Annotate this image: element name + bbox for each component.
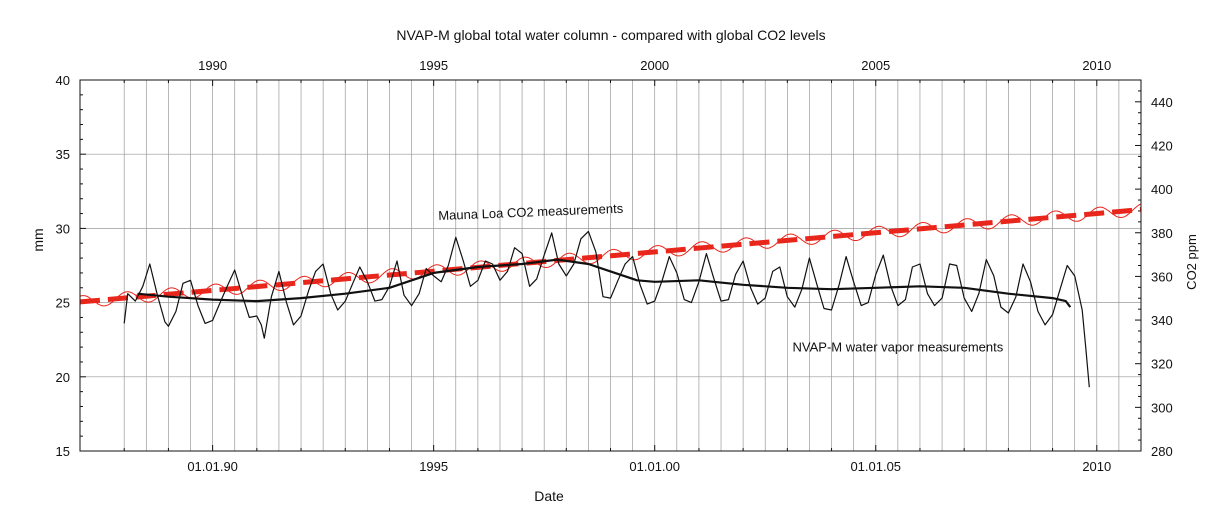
series-lines: [80, 203, 1141, 388]
x-tick-label-bottom: 2010: [1082, 459, 1111, 474]
x-tick-label-top: 1995: [419, 58, 448, 73]
y-tick-label-right: 420: [1151, 138, 1173, 153]
y-tick-label-right: 400: [1151, 182, 1173, 197]
y-axis-label-right: CO2 ppm: [1184, 234, 1199, 290]
y-axis-label-left: mm: [30, 228, 46, 251]
y-tick-label-right: 360: [1151, 269, 1173, 284]
y-tick-label-left: 35: [56, 147, 70, 162]
y-tick-label-right: 340: [1151, 313, 1173, 328]
y-tick-label-right: 440: [1151, 95, 1173, 110]
x-tick-label-top: 2010: [1082, 58, 1111, 73]
tick-labels: 1990 1995 2000 2005 2010 01.01.90 1995 01.01.00…: [56, 58, 1173, 474]
x-axis-label: Date: [534, 488, 564, 504]
y-tick-label-left: 15: [56, 444, 70, 459]
y-tick-label-right: 300: [1151, 400, 1173, 415]
y-tick-label-right: 380: [1151, 226, 1173, 241]
x-tick-label-bottom: 1995: [419, 459, 448, 474]
x-tick-label-top: 2000: [640, 58, 669, 73]
annotation-water-series: NVAP-M water vapor measurements: [793, 340, 1004, 355]
x-tick-label-top: 1990: [198, 58, 227, 73]
y-tick-label-left: 20: [56, 370, 70, 385]
y-tick-label-right: 280: [1151, 444, 1173, 459]
y-tick-label-left: 25: [56, 296, 70, 311]
plot-frame: [79, 79, 1142, 452]
annotation-co2-series: Mauna Loa CO2 measurements: [438, 201, 624, 223]
series-co2-seasonal-line: [80, 203, 1141, 307]
x-tick-label-bottom: 01.01.05: [850, 459, 901, 474]
y-tick-label-left: 30: [56, 221, 70, 236]
series-co2-trend-line: [80, 207, 1141, 305]
y-tick-label-right: 320: [1151, 357, 1173, 372]
x-tick-label-top: 2005: [861, 58, 890, 73]
x-tick-label-bottom: 01.01.90: [187, 459, 238, 474]
chart-title: NVAP-M global total water column - compa…: [396, 27, 825, 43]
series-water-smoothed-line: [137, 258, 1072, 308]
x-tick-label-bottom: 01.01.00: [629, 459, 680, 474]
y-tick-label-left: 40: [56, 73, 70, 88]
series-water-monthly-line: [123, 230, 1090, 388]
